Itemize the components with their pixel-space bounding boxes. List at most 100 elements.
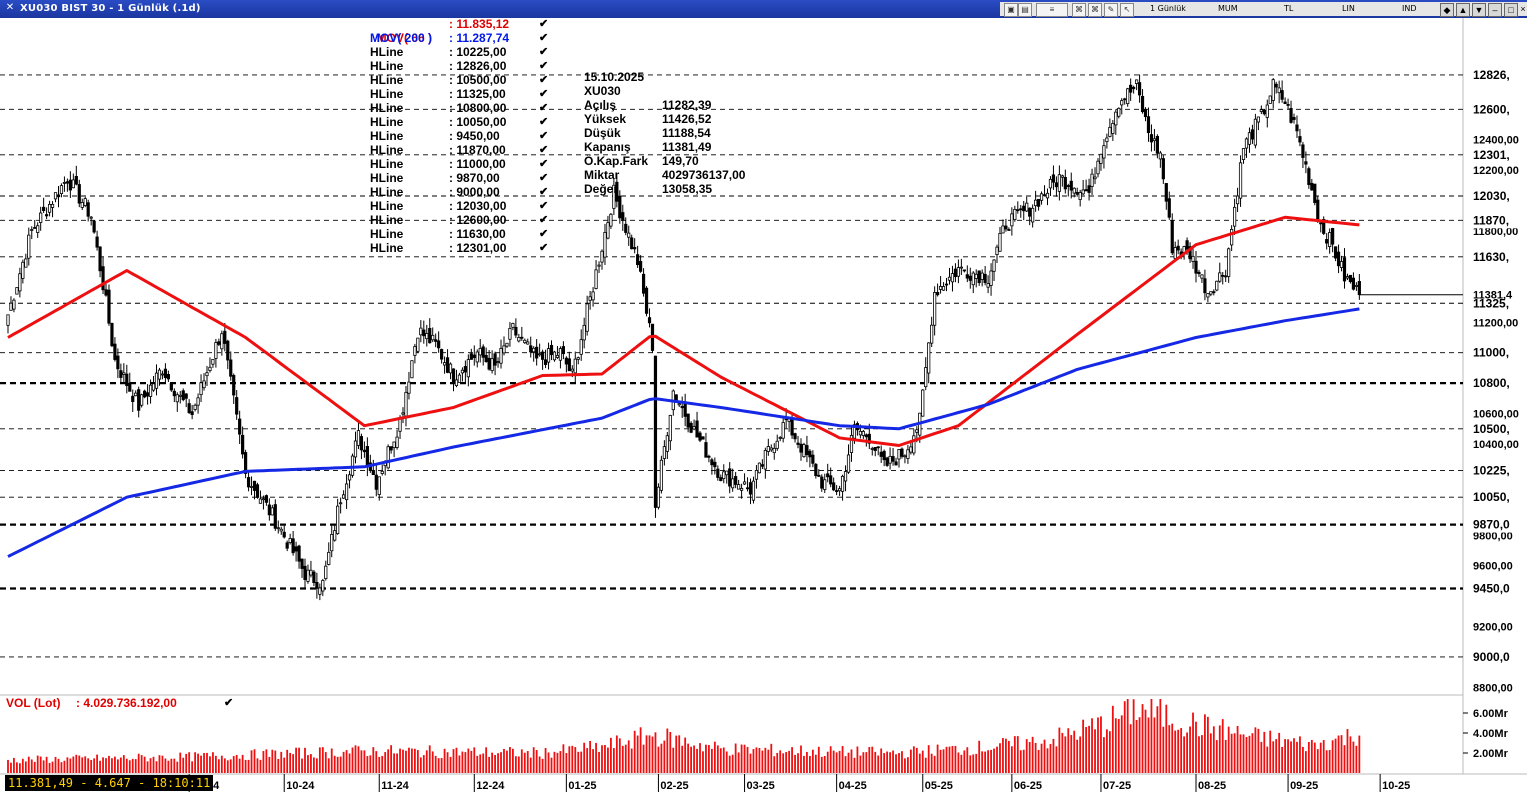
volume-bar [972,754,975,773]
volume-bar [1212,726,1215,773]
checkmark-icon[interactable]: ✔ [539,228,549,240]
volume-bar [384,752,387,773]
candle-body [606,222,610,239]
candle-body [962,269,966,272]
volume-bar [886,751,889,773]
network-icon-2[interactable]: ⌘ [1088,3,1102,17]
hline-label: HLine [370,129,404,143]
candle-body [725,470,729,476]
candle-body [680,406,684,409]
data-icon[interactable]: ▤ [1018,3,1032,17]
checkmark-icon[interactable]: ✔ [539,88,549,100]
scroll-up-icon[interactable]: ▲ [1456,3,1470,17]
checkmark-icon[interactable]: ✔ [539,186,549,198]
candle-body [603,232,607,258]
volume-bar [832,750,835,773]
volume-bar [1168,725,1171,773]
volume-bar [918,753,921,773]
network-icon[interactable]: ⌘ [1072,3,1086,17]
scale-selector[interactable]: LIN [1342,4,1355,13]
checkmark-icon[interactable]: ✔ [539,32,549,44]
hline-tag-box [1467,462,1525,479]
candle-body [612,184,616,209]
tools-icon[interactable]: ✎ [1104,3,1118,17]
volume-bar [1239,734,1242,773]
volume-bar [1284,739,1286,773]
hline-tag: 12301, [1467,146,1525,163]
checkmark-icon[interactable]: ✔ [539,242,549,254]
price-chart[interactable]: 12400,00 12200,00 11800,00 11200,00 10600,00… [0,18,1527,812]
close-x-icon[interactable]: ✕ [5,2,15,13]
volume-bar [889,752,891,773]
hline-tag: 11325, [1467,295,1525,312]
checkmark-icon[interactable]: ✔ [539,172,549,184]
volume-bar [1248,735,1251,773]
timeframe-selector[interactable]: 1 Günlük [1150,4,1186,13]
checkmark-icon[interactable]: ✔ [539,60,549,72]
close-icon[interactable]: × [1520,4,1526,14]
checkmark-icon[interactable]: ✔ [539,214,549,226]
candle-body [321,580,325,592]
checkmark-icon[interactable]: ✔ [224,697,234,709]
hline-value: : 12301,00 [449,241,507,255]
checkmark-icon[interactable]: ✔ [539,200,549,212]
hline-tag-label: 10500, [1473,422,1510,436]
cursor-icon[interactable]: ↖ [1120,3,1134,17]
volume-bar [39,756,42,773]
layout-icon[interactable]: ≡ [1036,3,1068,17]
volume-bar [758,747,761,773]
candle-body [1010,213,1014,227]
candle-body [145,392,150,397]
volume-bar [716,745,719,773]
checkmark-icon[interactable]: ✔ [539,46,549,58]
checkmark-icon[interactable]: ✔ [539,116,549,128]
checkmark-icon[interactable]: ✔ [539,18,549,30]
volume-bar [488,756,491,773]
volume-bar [1028,742,1031,773]
volume-bar [835,752,838,773]
candle-body [751,480,756,501]
candle-body [915,429,919,433]
settings-icon[interactable]: ◆ [1440,3,1454,17]
volume-bar [274,750,277,773]
candle-body [15,287,19,295]
volume-bar [238,758,241,773]
scroll-down-icon[interactable]: ▼ [1472,3,1486,17]
chart-type-selector[interactable]: MUM [1218,4,1238,13]
candle-body [1307,168,1311,185]
checkmark-icon[interactable]: ✔ [539,158,549,170]
maximize-icon[interactable]: □ [1504,3,1518,17]
volume-bar [1230,733,1233,773]
info-symbol: XU030 [584,84,621,98]
volume-bar [1153,717,1156,773]
candle-body [573,358,577,374]
volume-bar [1346,729,1349,773]
volume-bar [722,747,725,773]
candle-body [716,468,720,478]
hline-value: : 9000,00 [449,185,500,199]
checkmark-icon[interactable]: ✔ [539,74,549,86]
candle-body [407,381,411,394]
hline-value: : 11630,00 [449,227,506,241]
volume-bar [1088,725,1090,773]
candle-body [434,339,438,342]
checkmark-icon[interactable]: ✔ [539,144,549,156]
minimize-icon[interactable]: – [1488,3,1502,17]
volume-bar [785,752,788,773]
colors-icon[interactable]: ▣ [1004,3,1018,17]
candle-body [594,269,598,289]
candle-body [817,474,821,477]
indicator-selector[interactable]: IND [1402,4,1417,13]
volume-bar [206,752,208,773]
candle-body [1146,116,1151,134]
candle-body [541,351,545,360]
currency-selector[interactable]: TL [1284,4,1294,13]
candle-body [641,273,646,294]
candle-body [68,179,72,191]
y-tick-label: 9800,00 [1473,530,1513,542]
checkmark-icon[interactable]: ✔ [539,102,549,114]
candle-body [532,347,536,353]
candle-body [609,213,613,227]
checkmark-icon[interactable]: ✔ [539,130,549,142]
candle-body [306,569,310,582]
